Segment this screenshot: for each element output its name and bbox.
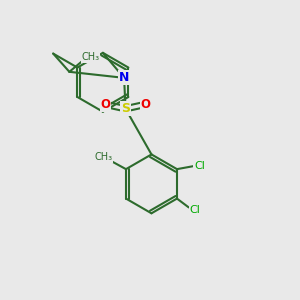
Text: Cl: Cl bbox=[194, 161, 205, 171]
Text: N: N bbox=[119, 71, 129, 84]
Text: CH₃: CH₃ bbox=[81, 52, 100, 62]
Text: Cl: Cl bbox=[190, 206, 201, 215]
Text: CH₃: CH₃ bbox=[94, 152, 112, 162]
Text: O: O bbox=[141, 98, 151, 111]
Text: O: O bbox=[100, 98, 110, 111]
Text: S: S bbox=[121, 102, 130, 115]
